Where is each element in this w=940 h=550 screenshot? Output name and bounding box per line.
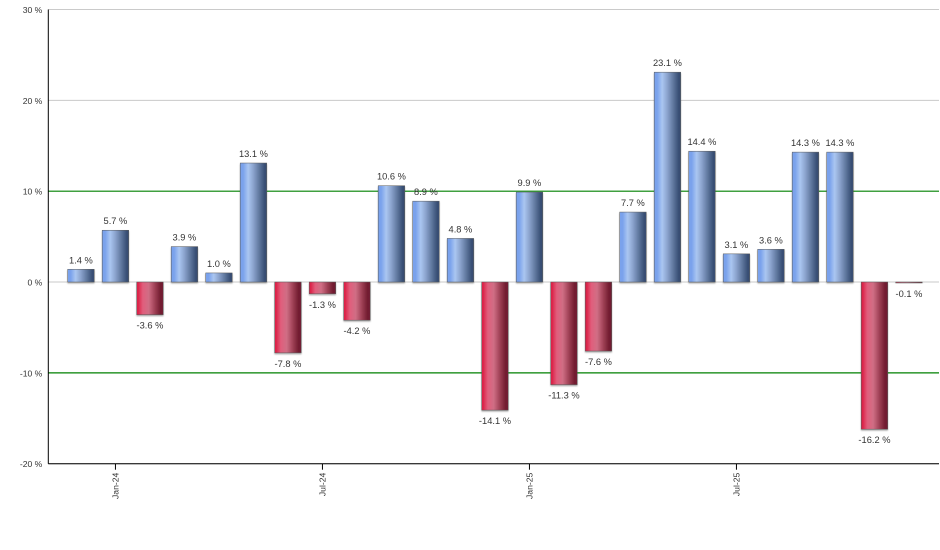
svg-text:-7.8 %: -7.8 % bbox=[275, 359, 302, 369]
svg-text:20 %: 20 % bbox=[23, 96, 43, 106]
svg-text:-20 %: -20 % bbox=[20, 459, 43, 469]
svg-text:Jul-24: Jul-24 bbox=[318, 472, 328, 496]
svg-text:14.4 %: 14.4 % bbox=[687, 137, 716, 147]
svg-text:30 %: 30 % bbox=[23, 5, 43, 15]
svg-text:10.6 %: 10.6 % bbox=[377, 172, 406, 182]
svg-text:-16.2 %: -16.2 % bbox=[858, 435, 890, 445]
svg-text:1.4 %: 1.4 % bbox=[69, 255, 93, 265]
svg-text:-7.6 %: -7.6 % bbox=[585, 357, 612, 367]
svg-text:3.9 %: 3.9 % bbox=[173, 233, 197, 243]
svg-text:9.9 %: 9.9 % bbox=[518, 178, 542, 188]
svg-text:3.6 %: 3.6 % bbox=[759, 235, 783, 245]
svg-text:-0.1 %: -0.1 % bbox=[896, 289, 923, 299]
svg-text:10 %: 10 % bbox=[23, 187, 43, 197]
svg-text:1.0 %: 1.0 % bbox=[207, 259, 231, 269]
svg-text:4.8 %: 4.8 % bbox=[449, 224, 473, 234]
svg-text:13.1 %: 13.1 % bbox=[239, 149, 268, 159]
svg-text:-14.1 %: -14.1 % bbox=[479, 416, 511, 426]
svg-text:0 %: 0 % bbox=[27, 278, 42, 288]
svg-text:Jul-25: Jul-25 bbox=[732, 472, 742, 496]
svg-text:Jan-25: Jan-25 bbox=[525, 472, 535, 498]
svg-text:5.7 %: 5.7 % bbox=[104, 216, 128, 226]
svg-text:-4.2 %: -4.2 % bbox=[344, 326, 371, 336]
svg-text:-11.3 %: -11.3 % bbox=[548, 391, 579, 401]
svg-text:8.9 %: 8.9 % bbox=[414, 187, 438, 197]
svg-text:-3.6 %: -3.6 % bbox=[137, 321, 164, 331]
svg-text:14.3 %: 14.3 % bbox=[791, 138, 820, 148]
svg-text:-10 %: -10 % bbox=[20, 368, 43, 378]
svg-text:23.1 %: 23.1 % bbox=[653, 58, 682, 68]
svg-text:14.3 %: 14.3 % bbox=[825, 138, 854, 148]
svg-text:3.1 %: 3.1 % bbox=[725, 240, 749, 250]
svg-text:7.7 %: 7.7 % bbox=[621, 198, 645, 208]
svg-text:Jan-24: Jan-24 bbox=[111, 472, 121, 498]
svg-text:-1.3 %: -1.3 % bbox=[309, 300, 336, 310]
